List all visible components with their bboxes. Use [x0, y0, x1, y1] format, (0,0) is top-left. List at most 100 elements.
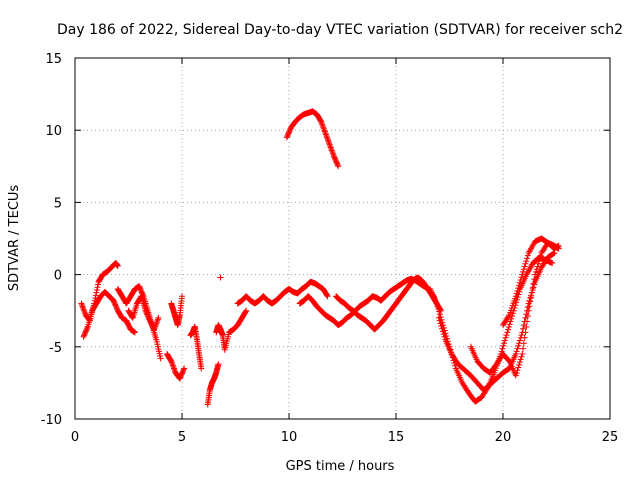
data-point [555, 242, 562, 249]
data-point [136, 284, 143, 291]
data-point [82, 329, 89, 336]
data-point [81, 307, 88, 314]
data-point [505, 326, 512, 333]
data-point [320, 125, 327, 132]
data-point [178, 371, 185, 378]
data-point [318, 119, 325, 126]
data-point [81, 309, 88, 316]
data-point [131, 329, 138, 336]
data-point [154, 317, 161, 324]
data-point [151, 326, 158, 333]
data-point [144, 312, 151, 319]
data-point [435, 305, 442, 312]
x-tick-label: 10 [281, 430, 298, 445]
data-point [523, 258, 530, 265]
data-point [170, 365, 177, 372]
data-point [217, 274, 224, 281]
data-point [82, 328, 89, 335]
data-point [509, 310, 516, 317]
data-point [520, 268, 527, 275]
data-point [83, 327, 90, 334]
data-point [83, 326, 90, 333]
data-point [179, 293, 185, 300]
data-point [517, 356, 524, 363]
data-point [326, 140, 333, 147]
data-point [325, 137, 332, 144]
data-point [78, 301, 85, 308]
data-point [519, 271, 526, 278]
data-point [516, 279, 523, 286]
x-tick-label: 20 [495, 430, 512, 445]
data-point [80, 306, 87, 313]
data-point [153, 320, 160, 327]
data-point [507, 318, 514, 325]
data-point [516, 282, 523, 289]
data-point [528, 294, 535, 301]
data-point [437, 320, 444, 327]
data-point [151, 325, 158, 332]
data-point [138, 289, 145, 296]
data-points [78, 108, 562, 408]
x-axis-ticks: 0 5 10 15 20 25 [71, 58, 618, 445]
data-point [327, 144, 334, 151]
chart-title: Day 186 of 2022, Sidereal Day-to-day VTE… [57, 22, 623, 38]
data-point [520, 340, 527, 347]
data-point [328, 145, 335, 152]
data-point [513, 290, 520, 297]
data-point [180, 366, 187, 373]
data-point [113, 303, 120, 310]
data-point [513, 348, 520, 355]
y-tick-label: 0 [54, 269, 62, 284]
data-point [550, 250, 557, 257]
data-point [215, 361, 222, 368]
data-point [154, 316, 161, 323]
data-point [284, 133, 291, 140]
data-point [531, 276, 538, 283]
data-point [80, 304, 87, 311]
data-point [180, 367, 187, 374]
data-point [324, 135, 331, 142]
data-point [321, 127, 328, 134]
data-point [515, 285, 522, 292]
data-point [136, 283, 143, 290]
data-point [518, 274, 525, 281]
data-point [177, 374, 184, 381]
data-point [137, 285, 144, 292]
data-point [503, 332, 510, 339]
data-point [520, 266, 527, 273]
data-point [506, 321, 513, 328]
data-point [179, 369, 186, 376]
x-tick-label: 5 [178, 430, 186, 445]
data-point [512, 351, 519, 358]
data-point [524, 313, 531, 320]
data-point [533, 266, 540, 273]
data-point [514, 345, 521, 352]
data-point [181, 365, 188, 372]
data-point [322, 131, 329, 138]
data-point [524, 255, 531, 262]
data-point [94, 284, 101, 291]
data-point [518, 332, 525, 339]
data-point [529, 285, 536, 292]
data-point [436, 317, 443, 324]
data-point [327, 143, 334, 150]
data-point [152, 322, 159, 329]
data-point [527, 298, 534, 305]
data-point [514, 287, 521, 294]
data-point [171, 366, 178, 373]
data-point [433, 300, 440, 307]
data-point [526, 303, 533, 310]
data-point [333, 159, 340, 166]
data-point [95, 281, 102, 288]
y-tick-label: 10 [45, 124, 62, 139]
data-point [501, 340, 508, 347]
data-point [330, 153, 337, 160]
data-point [323, 292, 330, 299]
data-point [516, 337, 523, 344]
data-point [535, 260, 542, 267]
data-point [515, 364, 522, 371]
data-point [330, 151, 337, 158]
data-point [516, 361, 523, 368]
data-point [517, 277, 524, 284]
data-point [439, 325, 446, 332]
